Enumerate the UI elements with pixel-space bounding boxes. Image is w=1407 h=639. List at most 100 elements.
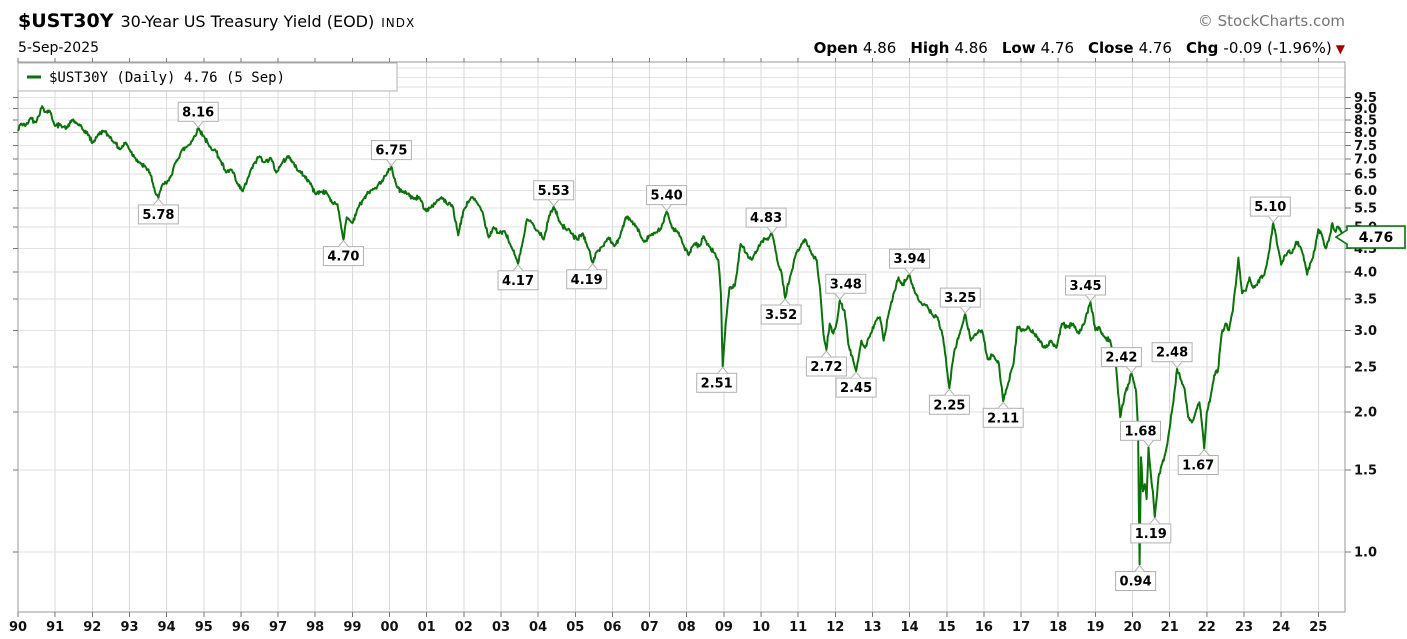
annotation-2.11: 2.11 xyxy=(982,401,1024,428)
x-tick-label: 15 xyxy=(938,620,956,635)
annotation-3.48: 3.48 xyxy=(825,273,867,301)
annotation-pointer xyxy=(587,263,599,271)
x-tick-label: 24 xyxy=(1272,620,1290,635)
y-tick-label: 1.0 xyxy=(1354,546,1377,561)
x-tick-label: 09 xyxy=(715,620,733,635)
x-tick-label: 19 xyxy=(1086,620,1104,635)
annotation-pointer xyxy=(834,292,846,301)
annotation-2.48: 2.48 xyxy=(1151,342,1193,369)
annotation-1.19: 1.19 xyxy=(1130,517,1172,544)
annotation-box xyxy=(1100,347,1142,368)
annotation-box xyxy=(825,273,867,294)
annotation-pointer xyxy=(1143,439,1154,448)
symbol: $UST30Y xyxy=(18,10,114,32)
price-line xyxy=(17,105,1345,566)
annotation-pointer xyxy=(661,204,672,212)
annotation-box xyxy=(1177,455,1219,475)
annotation-1.68: 1.68 xyxy=(1120,420,1161,448)
x-tick-label: 23 xyxy=(1235,620,1253,635)
annotation-value: 5.53 xyxy=(538,184,570,199)
x-tick-label: 00 xyxy=(380,620,398,635)
y-tick-label: 7.0 xyxy=(1354,153,1377,168)
chg-value: -0.09 (-1.96%) xyxy=(1223,39,1332,57)
annotation-pointer xyxy=(1149,517,1161,525)
low-value: 4.76 xyxy=(1040,39,1074,57)
annotation-pointer xyxy=(1171,361,1183,369)
annotation-pointer xyxy=(192,120,204,129)
annotation-pointer xyxy=(850,371,862,379)
x-tick-label: 95 xyxy=(195,620,213,635)
annotation-value: 2.11 xyxy=(987,411,1019,426)
annotation-value: 4.83 xyxy=(750,211,782,226)
legend-label: $UST30Y (Daily) 4.76 (5 Sep) xyxy=(49,70,285,86)
annotation-pointer xyxy=(1085,294,1096,302)
annotation-5.78: 5.78 xyxy=(137,198,179,225)
annotation-pointer xyxy=(153,198,164,206)
x-tick-label: 03 xyxy=(492,620,510,635)
annotation-2.45: 2.45 xyxy=(835,371,877,398)
x-tick-label: 94 xyxy=(158,620,176,635)
annotation-3.45: 3.45 xyxy=(1065,275,1106,302)
y-tick-label: 3.0 xyxy=(1354,324,1377,339)
annotation-value: 3.52 xyxy=(765,308,797,323)
y-tick-label: 1.5 xyxy=(1354,464,1377,479)
copyright: © StockCharts.com xyxy=(1197,12,1345,30)
x-tick-label: 98 xyxy=(306,620,324,635)
y-tick-label: 3.5 xyxy=(1354,293,1377,308)
x-tick-label: 16 xyxy=(975,620,993,635)
annotation-value: 2.25 xyxy=(933,398,965,413)
close-label: Close xyxy=(1088,39,1134,57)
x-tick-label: 21 xyxy=(1161,620,1179,635)
legend: $UST30Y (Daily) 4.76 (5 Sep) xyxy=(17,62,398,92)
y-tick-label: 2.5 xyxy=(1354,361,1377,376)
x-tick-label: 18 xyxy=(1049,620,1067,635)
annotation-box xyxy=(1120,420,1161,441)
close-value: 4.76 xyxy=(1138,39,1172,57)
annotation-6.75: 6.75 xyxy=(370,140,412,167)
chg-down-arrow-icon: ▼ xyxy=(1335,42,1345,56)
annotation-pointer xyxy=(904,267,915,275)
annotation-pointer xyxy=(1267,215,1279,223)
annotation-value: 2.45 xyxy=(840,381,872,396)
annotation-box xyxy=(566,269,608,290)
annotation-value: 2.72 xyxy=(810,360,842,375)
annotation-pointer xyxy=(766,226,778,234)
x-tick-label: 97 xyxy=(269,620,287,635)
annotation-value: 1.68 xyxy=(1124,424,1156,439)
y-tick-label: 7.5 xyxy=(1354,139,1377,154)
y-tick-label: 9.0 xyxy=(1354,102,1377,117)
annotation-2.72: 2.72 xyxy=(805,350,847,377)
annotation-2.51: 2.51 xyxy=(696,366,738,393)
x-tick-label: 01 xyxy=(418,620,436,635)
annotation-value: 4.19 xyxy=(571,273,603,288)
x-tick-label: 06 xyxy=(603,620,621,635)
annotation-value: 3.25 xyxy=(944,291,976,306)
annotation-value: 2.48 xyxy=(1156,346,1188,361)
exchange-tag: INDX xyxy=(381,16,416,30)
annotation-value: 3.45 xyxy=(1069,279,1101,294)
last-value-text: 4.76 xyxy=(1359,230,1394,246)
annotation-4.17: 4.17 xyxy=(497,264,539,291)
annotation-pointer xyxy=(548,199,560,207)
annotation-pointer xyxy=(959,306,971,314)
annotation-5.40: 5.40 xyxy=(646,185,688,212)
chart-title: $UST30Y 30-Year US Treasury Yield (EOD) IN… xyxy=(18,10,415,32)
annotation-value: 0.94 xyxy=(1120,575,1152,590)
annotation-value: 1.67 xyxy=(1182,459,1214,474)
high-label: High xyxy=(910,39,950,57)
x-tick-label: 99 xyxy=(343,620,361,635)
annotation-pointer xyxy=(944,388,955,396)
y-tick-label: 8.0 xyxy=(1354,126,1377,141)
annotation-value: 8.16 xyxy=(182,105,214,120)
annotation-pointer xyxy=(1126,366,1137,374)
high-value: 4.86 xyxy=(954,39,988,57)
x-tick-label: 91 xyxy=(46,620,64,635)
annotations: 5.78 8.16 4.70 6.75 4.17 5.53 4.19 5.40 2.51 4.83… xyxy=(137,101,1291,591)
annotation-2.25: 2.25 xyxy=(928,388,970,415)
x-tick-label: 04 xyxy=(529,620,547,635)
annotation-value: 2.51 xyxy=(701,376,733,391)
last-value-marker: 4.76 xyxy=(1334,225,1406,249)
x-tick-label: 13 xyxy=(863,620,881,635)
annotation-3.25: 3.25 xyxy=(939,287,981,314)
